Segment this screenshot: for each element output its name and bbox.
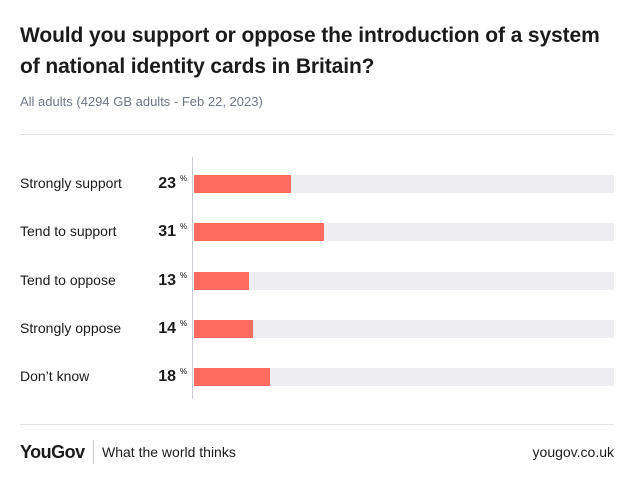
chart-subtitle: All adults (4294 GB adults - Feb 22, 202…: [20, 94, 263, 109]
footer-site-link[interactable]: yougov.co.uk: [532, 444, 614, 460]
bar: [194, 319, 253, 338]
bar-row: Tend to oppose 13%: [0, 270, 634, 290]
bottom-divider: [20, 424, 614, 425]
value-label: 31: [158, 223, 176, 241]
category-label: Don’t know: [20, 368, 90, 385]
percent-symbol: %: [180, 222, 188, 232]
category-label: Strongly support: [20, 175, 122, 191]
top-divider: [20, 134, 614, 135]
percent-symbol: %: [180, 270, 188, 280]
axis-baseline: [192, 157, 193, 399]
value-label: 14: [158, 319, 176, 337]
category-label: Tend to support: [20, 223, 117, 240]
bar-row: Strongly oppose 14%: [0, 318, 634, 338]
bar: [194, 223, 325, 242]
bar-track: [194, 223, 614, 242]
percent-symbol: %: [180, 174, 188, 183]
bar: [194, 368, 270, 387]
bar-track: [194, 368, 614, 387]
category-label: Tend to oppose: [20, 271, 116, 288]
bar: [194, 271, 249, 290]
percent-symbol: %: [180, 318, 188, 328]
value-label: 13: [158, 271, 176, 289]
bar-track: [194, 271, 614, 290]
bar-row: Don’t know 18%: [0, 366, 634, 387]
bar-row: Strongly support 23%: [0, 173, 634, 193]
bar-track: [194, 319, 614, 338]
value-label: 18: [158, 368, 176, 386]
chart-title: Would you support or oppose the introduc…: [20, 24, 600, 78]
footer-divider: [93, 440, 94, 464]
value-label: 23: [158, 175, 176, 192]
yougov-logo: YouGov: [20, 442, 85, 462]
percent-symbol: %: [180, 367, 188, 377]
footer-tagline: What the world thinks: [102, 444, 236, 460]
bar-row: Tend to support 31%: [0, 221, 634, 242]
bar: [194, 175, 291, 193]
category-label: Strongly oppose: [20, 319, 122, 336]
bar-track: [194, 175, 614, 193]
